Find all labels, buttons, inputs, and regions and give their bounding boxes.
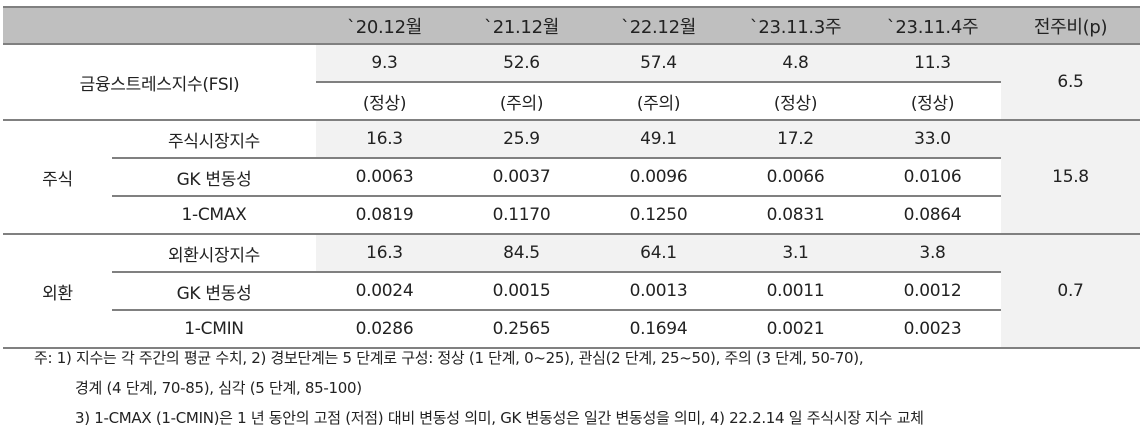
col-header-2212: `22.12월 <box>590 6 727 45</box>
stock-row-label: 1-CMAX <box>112 195 316 234</box>
stock-index-value: 17.2 <box>727 119 864 158</box>
stock-group-label: 주식 <box>3 119 112 234</box>
fx-gk-value: 0.0012 <box>864 271 1001 310</box>
fx-row-label: 1-CMIN <box>112 309 316 349</box>
stock-cmax-value: 0.0831 <box>727 195 864 234</box>
fx-gk-value: 0.0024 <box>316 271 453 310</box>
col-header-2012: `20.12월 <box>316 6 453 45</box>
footnote-line-2: 경계 (4 단계, 70-85), 심각 (5 단계, 85-100) <box>75 379 362 397</box>
fx-index-value: 64.1 <box>590 233 727 272</box>
stock-change: 15.8 <box>1001 119 1140 234</box>
fsi-value: 11.3 <box>864 44 1001 82</box>
fsi-status: (주의) <box>590 81 727 120</box>
stock-index-row: 주식 주식시장지수 16.3 25.9 49.1 17.2 33.0 15.8 <box>3 119 1140 234</box>
stock-cmax-value: 0.0819 <box>316 195 453 234</box>
fx-index-value: 3.1 <box>727 233 864 272</box>
header-corner <box>3 6 316 45</box>
fx-cmin-row: 1-CMIN 0.0286 0.2565 0.1694 0.0021 0.002… <box>3 309 1140 349</box>
fx-row-label: GK 변동성 <box>112 271 316 310</box>
stock-gk-value: 0.0066 <box>727 157 864 196</box>
fx-gk-row: GK 변동성 0.0024 0.0015 0.0013 0.0011 0.001… <box>3 271 1140 310</box>
fx-row-label: 외환시장지수 <box>112 233 316 272</box>
fx-cmin-value: 0.2565 <box>453 309 590 349</box>
fsi-value: 52.6 <box>453 44 590 82</box>
fsi-status: (주의) <box>453 81 590 120</box>
fx-gk-value: 0.0015 <box>453 271 590 310</box>
fx-cmin-value: 0.0023 <box>864 309 1001 349</box>
stock-cmax-value: 0.0864 <box>864 195 1001 234</box>
stock-cmax-value: 0.1250 <box>590 195 727 234</box>
stock-cmax-row: 1-CMAX 0.0819 0.1170 0.1250 0.0831 0.086… <box>3 195 1140 234</box>
fsi-status-row: (정상) (주의) (주의) (정상) (정상) <box>3 81 1140 120</box>
stock-row-label: 주식시장지수 <box>112 119 316 158</box>
fsi-value: 4.8 <box>727 44 864 82</box>
col-header-2311-w4: `23.11.4주 <box>864 6 1001 45</box>
fx-cmin-value: 0.1694 <box>590 309 727 349</box>
col-header-2112: `21.12월 <box>453 6 590 45</box>
stock-index-value: 25.9 <box>453 119 590 158</box>
fsi-value: 9.3 <box>316 44 453 82</box>
fx-index-value: 3.8 <box>864 233 1001 272</box>
fsi-status: (정상) <box>316 81 453 120</box>
fx-group-label: 외환 <box>3 233 112 349</box>
stock-row-label: GK 변동성 <box>112 157 316 196</box>
col-header-wow-change: 전주비(p) <box>1001 6 1140 45</box>
stock-gk-row: GK 변동성 0.0063 0.0037 0.0096 0.0066 0.010… <box>3 157 1140 196</box>
fsi-status: (정상) <box>727 81 864 120</box>
fsi-value-row: 금융스트레스지수(FSI) 9.3 52.6 57.4 4.8 11.3 6.5 <box>3 44 1140 120</box>
stock-index-value: 16.3 <box>316 119 453 158</box>
fx-cmin-value: 0.0286 <box>316 309 453 349</box>
footnotes: 주: 1) 지수는 각 주간의 평균 수치, 2) 경보단계는 5 단계로 구성… <box>34 343 1134 433</box>
fx-change: 0.7 <box>1001 233 1140 349</box>
header-row: `20.12월 `21.12월 `22.12월 `23.11.3주 `23.11… <box>3 6 1140 45</box>
fsi-value: 57.4 <box>590 44 727 82</box>
footnote-line-1: 주: 1) 지수는 각 주간의 평균 수치, 2) 경보단계는 5 단계로 구성… <box>34 349 864 367</box>
stock-gk-value: 0.0063 <box>316 157 453 196</box>
fx-gk-value: 0.0013 <box>590 271 727 310</box>
fx-gk-value: 0.0011 <box>727 271 864 310</box>
stock-gk-value: 0.0096 <box>590 157 727 196</box>
stock-index-value: 49.1 <box>590 119 727 158</box>
fx-cmin-value: 0.0021 <box>727 309 864 349</box>
stock-gk-value: 0.0037 <box>453 157 590 196</box>
stock-cmax-value: 0.1170 <box>453 195 590 234</box>
fx-index-value: 84.5 <box>453 233 590 272</box>
stock-gk-value: 0.0106 <box>864 157 1001 196</box>
stock-index-value: 33.0 <box>864 119 1001 158</box>
col-header-2311-w3: `23.11.3주 <box>727 6 864 45</box>
fsi-change: 6.5 <box>1001 44 1140 120</box>
fsi-label: 금융스트레스지수(FSI) <box>79 74 240 95</box>
financial-stress-index-table: `20.12월 `21.12월 `22.12월 `23.11.3주 `23.11… <box>3 6 1140 349</box>
fsi-status: (정상) <box>864 81 1001 120</box>
fx-index-row: 외환 외환시장지수 16.3 84.5 64.1 3.1 3.8 0.7 <box>3 233 1140 349</box>
fx-index-value: 16.3 <box>316 233 453 272</box>
footnote-line-3: 3) 1-CMAX (1-CMIN)은 1 년 동안의 고점 (저점) 대비 변… <box>75 409 924 427</box>
